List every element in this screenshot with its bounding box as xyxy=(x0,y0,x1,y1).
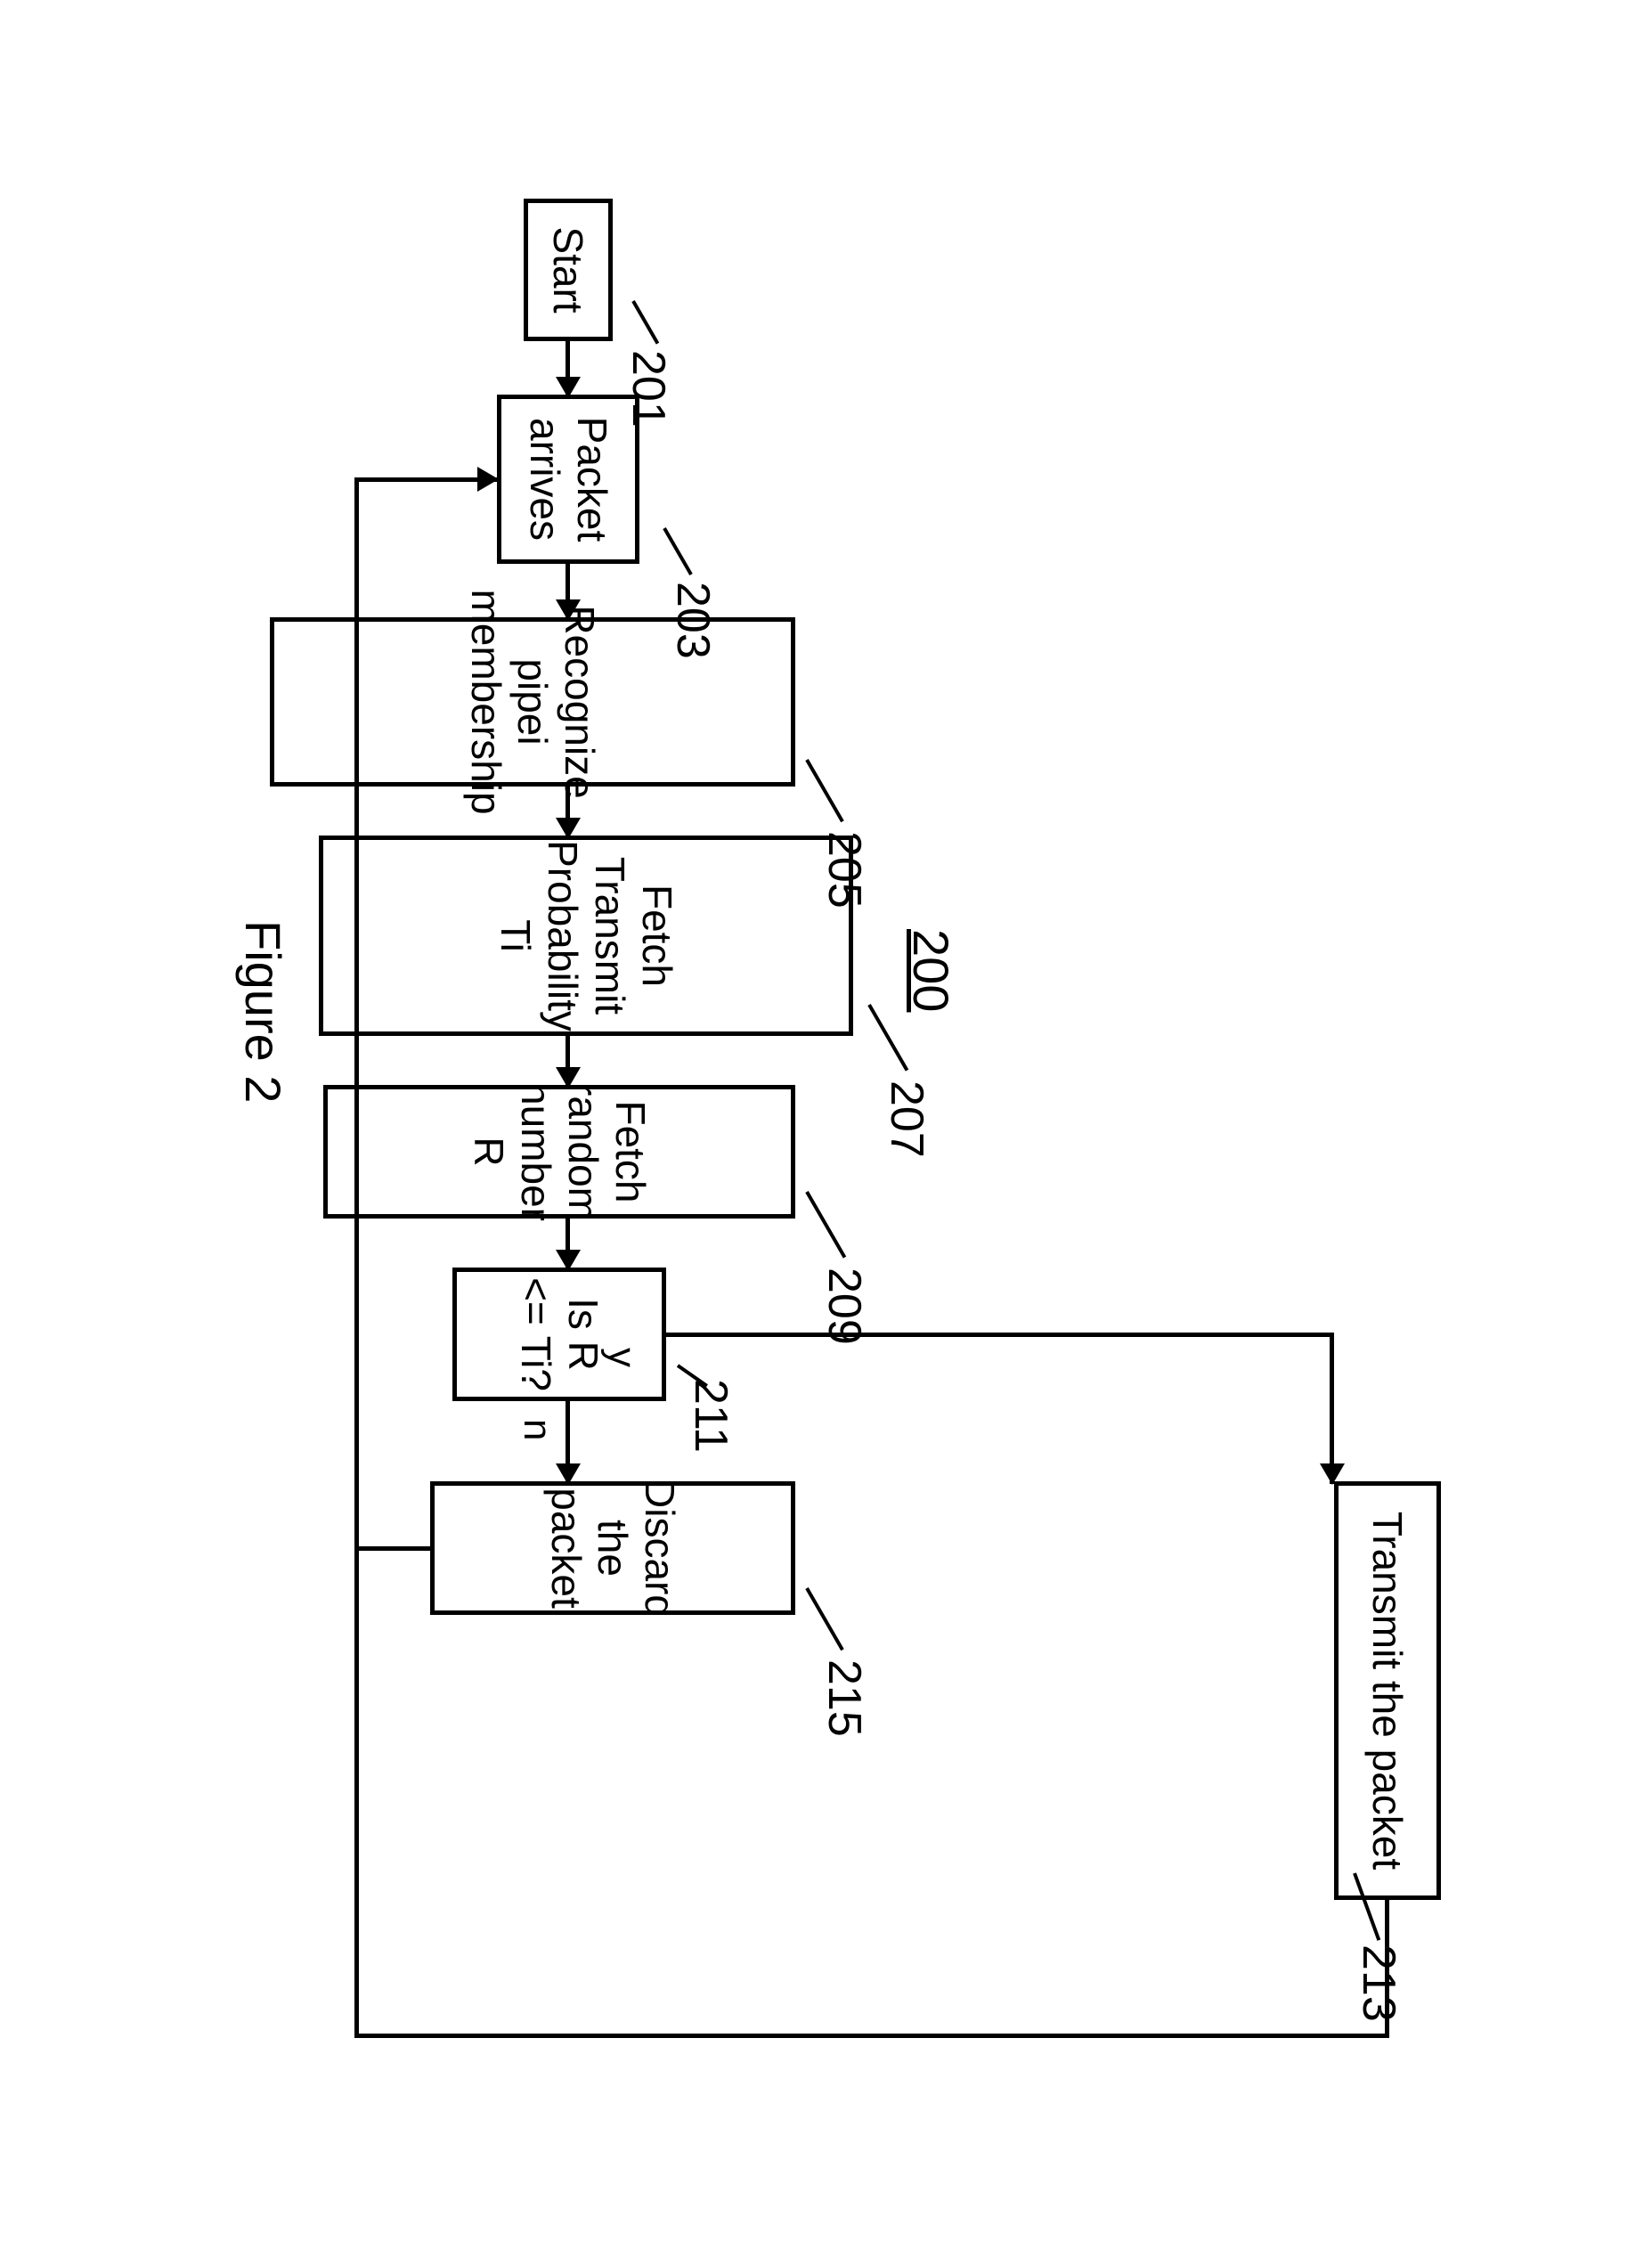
ref-transmit: 213 xyxy=(1352,1944,1405,2022)
arrow-icon xyxy=(1320,1463,1345,1485)
leadline xyxy=(663,527,692,575)
edge-yes-v xyxy=(666,1333,1334,1337)
edge xyxy=(354,1546,430,1551)
arrow-icon xyxy=(556,818,581,839)
edge-label-no: n xyxy=(515,1419,559,1440)
node-transmit: Transmit the packet xyxy=(1334,1481,1441,1900)
rotated-canvas: 200 Figure 2 Start Packet arrives Recogn… xyxy=(159,145,1494,2105)
node-fetch-ti: Fetch Transmit Probability Ti xyxy=(319,836,853,1036)
node-discard: Discard the packet xyxy=(430,1481,795,1615)
edge xyxy=(1385,1900,1389,2038)
edge-yes-h xyxy=(1330,1333,1334,1484)
ref-fetchTi: 207 xyxy=(880,1080,933,1158)
leadline xyxy=(867,1004,908,1072)
leadline xyxy=(631,300,659,345)
arrow-icon xyxy=(556,377,581,398)
figure-caption: Figure 2 xyxy=(234,920,292,1103)
leadline xyxy=(805,759,843,822)
arrow-icon xyxy=(556,1463,581,1485)
node-start: Start xyxy=(524,199,613,341)
arrow-icon xyxy=(556,599,581,621)
arrow-icon xyxy=(477,467,499,492)
ref-arrive: 203 xyxy=(666,582,720,659)
ref-test: 211 xyxy=(684,1379,737,1453)
ref-discard: 215 xyxy=(818,1659,871,1737)
arrow-icon xyxy=(556,1250,581,1271)
node-decision: Is R <= Ti? xyxy=(452,1268,666,1401)
arrow-icon xyxy=(556,1067,581,1088)
node-fetch-r: Fetch random number R xyxy=(323,1085,795,1219)
ref-recog: 205 xyxy=(818,831,871,909)
edge xyxy=(354,477,497,482)
edge xyxy=(354,2034,1389,2038)
flowchart-stage: 200 Figure 2 Start Packet arrives Recogn… xyxy=(159,145,1494,2105)
figure-number: 200 xyxy=(902,929,960,1012)
edge-return-bus xyxy=(354,477,359,2038)
leadline xyxy=(805,1587,843,1651)
ref-start: 201 xyxy=(622,350,675,428)
node-packet-arrives: Packet arrives xyxy=(497,395,639,564)
leadline xyxy=(805,1191,846,1259)
edge-label-yes: y xyxy=(599,1348,644,1367)
